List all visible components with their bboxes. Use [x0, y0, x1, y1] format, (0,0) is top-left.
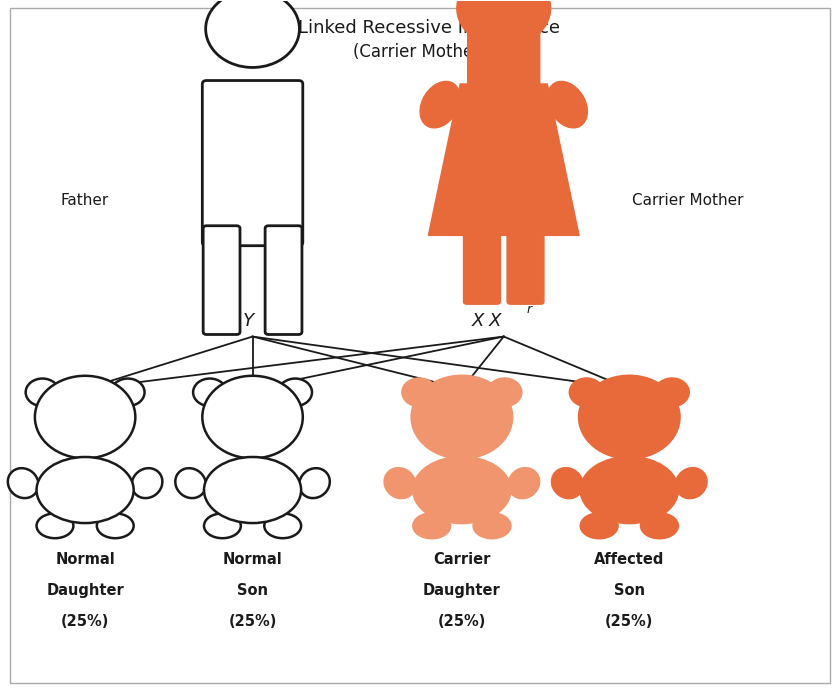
Text: X: X	[606, 395, 618, 413]
Text: Daughter: Daughter	[423, 583, 501, 598]
Text: (25%): (25%)	[228, 614, 276, 629]
Circle shape	[402, 379, 436, 406]
Ellipse shape	[37, 513, 73, 538]
Circle shape	[457, 0, 550, 47]
Ellipse shape	[132, 468, 162, 498]
Ellipse shape	[580, 457, 678, 523]
Text: r: r	[633, 388, 638, 399]
Ellipse shape	[204, 513, 241, 538]
Text: X X: X X	[431, 395, 459, 413]
Ellipse shape	[176, 468, 206, 498]
Ellipse shape	[385, 468, 415, 498]
Ellipse shape	[299, 468, 330, 498]
Ellipse shape	[204, 457, 301, 523]
Ellipse shape	[552, 468, 583, 498]
FancyBboxPatch shape	[202, 81, 302, 246]
Polygon shape	[428, 84, 579, 236]
Text: (25%): (25%)	[61, 614, 109, 629]
Text: (25%): (25%)	[438, 614, 486, 629]
Text: Son: Son	[614, 583, 645, 598]
Circle shape	[279, 379, 312, 406]
Ellipse shape	[580, 513, 617, 538]
Text: X Y: X Y	[225, 312, 255, 330]
Text: Daughter: Daughter	[46, 583, 124, 598]
Text: Affected: Affected	[594, 552, 664, 567]
Text: (Carrier Mother): (Carrier Mother)	[353, 43, 487, 61]
Ellipse shape	[641, 513, 678, 538]
Text: X X: X X	[472, 312, 502, 330]
Text: Normal: Normal	[223, 552, 282, 567]
Text: Normal: Normal	[55, 552, 115, 567]
Ellipse shape	[420, 82, 460, 128]
Ellipse shape	[413, 513, 450, 538]
Ellipse shape	[8, 468, 39, 498]
Circle shape	[655, 379, 689, 406]
Circle shape	[206, 0, 299, 68]
Text: r: r	[527, 303, 532, 316]
Text: Son: Son	[237, 583, 268, 598]
Circle shape	[579, 376, 680, 458]
Ellipse shape	[97, 513, 134, 538]
FancyBboxPatch shape	[265, 226, 302, 334]
FancyBboxPatch shape	[468, 27, 540, 93]
Ellipse shape	[265, 513, 301, 538]
Ellipse shape	[508, 468, 539, 498]
Circle shape	[193, 379, 227, 406]
FancyBboxPatch shape	[464, 226, 501, 304]
Circle shape	[412, 376, 512, 458]
Circle shape	[26, 379, 59, 406]
Circle shape	[202, 376, 302, 458]
Circle shape	[111, 379, 144, 406]
Circle shape	[35, 376, 135, 458]
Ellipse shape	[413, 457, 511, 523]
Text: Father: Father	[61, 193, 109, 209]
Text: Carrier: Carrier	[433, 552, 491, 567]
Text: X-Linked Recessive Inheritance: X-Linked Recessive Inheritance	[280, 19, 560, 37]
Ellipse shape	[548, 82, 587, 128]
FancyBboxPatch shape	[507, 226, 544, 304]
Text: X Y: X Y	[239, 395, 266, 413]
Circle shape	[570, 379, 603, 406]
FancyBboxPatch shape	[203, 226, 240, 334]
Text: Carrier Mother: Carrier Mother	[633, 193, 743, 209]
Circle shape	[488, 379, 522, 406]
Text: r: r	[489, 388, 493, 399]
Text: Y: Y	[649, 395, 659, 413]
Ellipse shape	[676, 468, 706, 498]
Text: X X: X X	[71, 395, 99, 413]
Ellipse shape	[37, 457, 134, 523]
Text: (25%): (25%)	[605, 614, 654, 629]
Ellipse shape	[474, 513, 511, 538]
